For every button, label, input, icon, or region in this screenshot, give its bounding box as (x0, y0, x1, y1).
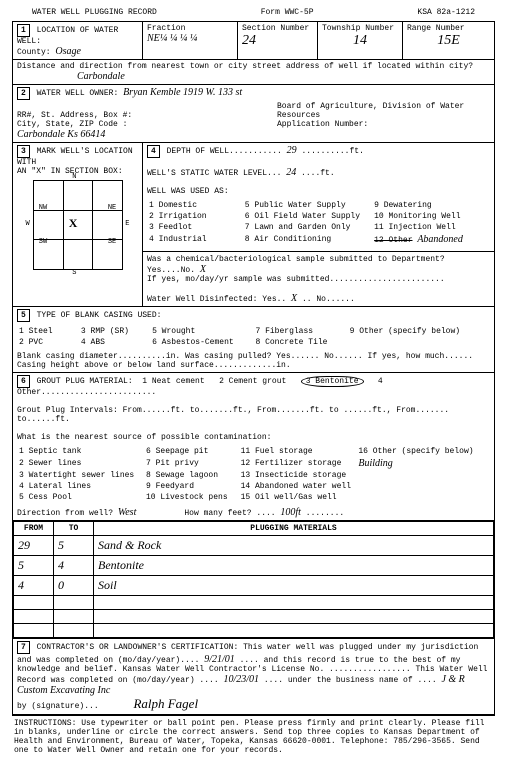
sec3-label: MARK WELL'S LOCATION WITH AN "X" IN SECT… (17, 147, 133, 176)
ksa: KSA 82a-1212 (417, 8, 475, 17)
contam-table: 1 Septic tank6 Seepage pit11 Fuel storag… (17, 445, 490, 504)
county-value[interactable]: Osage (55, 46, 81, 57)
compass-s: S (72, 269, 76, 277)
other-12[interactable]: Abandoned (417, 234, 463, 245)
addr-label: RR#, St. Address, Box #: City, State, ZI… (17, 111, 132, 129)
sig-label: by (signature)... (17, 702, 99, 711)
section-5-num: 5 (17, 309, 30, 322)
used-label: WELL WAS USED AS: (147, 187, 229, 196)
section-grid[interactable]: N S W E NW NE SW SE X (33, 180, 123, 270)
chem-label: Was a chemical/bacteriological sample su… (147, 255, 445, 275)
static-label: WELL'S STATIC WATER LEVEL... (147, 169, 281, 178)
depth-unit: ..........ft. (301, 147, 363, 156)
static-value[interactable]: 24 (286, 167, 296, 178)
table-row: 295Sand & Rock (14, 536, 494, 556)
compass-e: E (125, 220, 129, 228)
section-1-num: 1 (17, 24, 30, 37)
table-row: 40Soil (14, 576, 494, 596)
section-3-num: 3 (17, 145, 30, 158)
depth-value[interactable]: 29 (287, 145, 297, 156)
table-row (14, 610, 494, 624)
plugging-table: FROM TO PLUGGING MATERIALS 295Sand & Roc… (13, 521, 494, 638)
table-row (14, 596, 494, 610)
township-label: Township Number (322, 24, 394, 33)
sec6-label: GROUT PLUG MATERIAL: (37, 377, 133, 386)
owner-label: WATER WELL OWNER: (37, 89, 119, 98)
range-value[interactable]: 15E (407, 33, 490, 49)
dir-value[interactable]: West (118, 507, 137, 518)
th-to: TO (54, 522, 94, 536)
instructions: INSTRUCTIONS: Use typewriter or ball poi… (12, 716, 495, 758)
compass-sw: SW (39, 238, 47, 246)
fraction-value[interactable]: NE¼ ¼ ¼ ¼ (147, 33, 197, 44)
grout-1[interactable]: 1 Neat cement (142, 377, 204, 386)
feet-value[interactable]: 100ft (280, 507, 301, 518)
county-label: County: (17, 48, 51, 57)
table-row: 54Bentonite (14, 556, 494, 576)
compass-se: SE (108, 238, 116, 246)
chem-sub: If yes, mo/day/yr sample was submitted..… (147, 275, 445, 284)
section-value[interactable]: 24 (242, 33, 256, 48)
disinfect-label: Water Well Disinfected: Yes.. (147, 295, 286, 304)
section-6-num: 6 (17, 375, 30, 388)
grout-3[interactable]: 3 Bentonite (301, 376, 364, 387)
section-label: Section Number (242, 24, 309, 33)
cert-date1[interactable]: 9/21/01 (204, 654, 235, 665)
township-value[interactable]: 14 (322, 33, 398, 49)
diam-line: Blank casing diameter..........in. Was c… (17, 352, 473, 361)
cert-date2[interactable]: 10/23/01 (223, 674, 259, 685)
sec5-label: TYPE OF BLANK CASING USED: (37, 311, 162, 320)
th-from: FROM (14, 522, 54, 536)
distance-value[interactable]: Carbondale (77, 71, 125, 82)
feet-dots: ........ (306, 509, 344, 518)
owner-name[interactable]: Bryan Kemble 1919 W. 133 st (123, 87, 242, 98)
compass-ne: NE (108, 204, 116, 212)
addr-value[interactable]: Carbondale Ks 66414 (17, 129, 105, 140)
dir-label: Direction from well? (17, 509, 113, 518)
depth-label: DEPTH OF WELL........... (167, 147, 282, 156)
disinfect-no: .. No...... (302, 295, 355, 304)
disinfect-mark[interactable]: X (291, 293, 297, 304)
section-4-num: 4 (147, 145, 160, 158)
fraction-label: Fraction (147, 24, 185, 33)
uses-table: 1 Domestic5 Public Water Supply9 Dewater… (147, 199, 490, 247)
page-title: WATER WELL PLUGGING RECORD (32, 8, 157, 17)
casing-table: 1 Steel3 RMP (SR)5 Wrought7 Fiberglass9 … (17, 325, 490, 349)
board-label: Board of Agriculture, Division of Water … (277, 102, 490, 140)
sec7-label: CONTRACTOR'S OR LANDOWNER'S CERTIFICATIO… (37, 643, 239, 652)
section-7-num: 7 (17, 641, 30, 654)
other-16[interactable]: Building (358, 458, 392, 469)
range-label: Range Number (407, 24, 465, 33)
signature[interactable]: Ralph Fagel (133, 696, 198, 711)
x-mark: X (69, 216, 78, 231)
distance-label: Distance and direction from nearest town… (17, 62, 473, 71)
form-id: Form WWC-5P (261, 8, 314, 17)
contam-label: What is the nearest source of possible c… (17, 433, 271, 442)
static-unit: ....ft. (301, 169, 335, 178)
compass-n: N (72, 173, 76, 181)
compass-w: W (26, 220, 30, 228)
intervals: Grout Plug Intervals: From......ft. to..… (17, 406, 449, 424)
chem-mark[interactable]: X (200, 264, 206, 275)
compass-nw: NW (39, 204, 47, 212)
loc-label: LOCATION OF WATER WELL: (17, 26, 118, 46)
th-materials: PLUGGING MATERIALS (94, 522, 494, 536)
table-row (14, 624, 494, 638)
grout-2[interactable]: 2 Cement grout (219, 377, 286, 386)
height-line: Casing height above or below land surfac… (17, 361, 291, 370)
cert-text3: .... under the business name of .... (264, 676, 437, 685)
section-2-num: 2 (17, 87, 30, 100)
feet-label: How many feet? .... (184, 509, 275, 518)
